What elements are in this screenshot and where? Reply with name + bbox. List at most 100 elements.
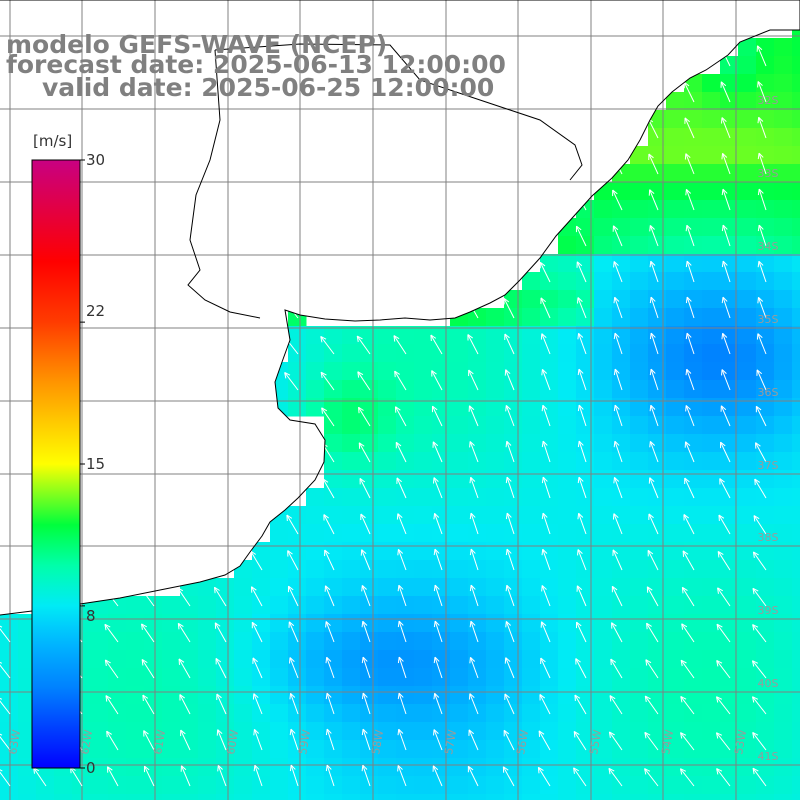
wind-arrow [361, 620, 371, 643]
speed-cell [612, 398, 631, 417]
speed-cell [756, 794, 775, 800]
speed-cell [540, 434, 559, 453]
speed-cell [414, 416, 433, 435]
speed-cell [108, 686, 127, 705]
wind-arrow [358, 406, 371, 427]
speed-cell [792, 254, 800, 273]
speed-cell [162, 740, 181, 759]
speed-cell [486, 488, 505, 507]
speed-cell [360, 398, 379, 417]
speed-cell [594, 614, 613, 633]
speed-cell [594, 650, 613, 669]
speed-cell [594, 722, 613, 741]
wind-arrow [466, 298, 479, 319]
speed-cell [630, 614, 649, 633]
speed-cell [522, 776, 541, 795]
wind-arrow [721, 369, 731, 391]
wind-arrow [541, 440, 551, 463]
speed-cell [738, 668, 757, 687]
speed-cell [270, 776, 289, 795]
speed-cell [666, 614, 685, 633]
speed-cell [738, 218, 757, 237]
speed-cell [630, 740, 649, 759]
speed-cell [576, 722, 595, 741]
speed-cell [558, 614, 577, 633]
wind-arrow [214, 586, 227, 607]
wind-arrow [323, 514, 335, 535]
speed-cell [126, 614, 145, 633]
speed-cell [450, 434, 469, 453]
speed-cell [306, 722, 325, 741]
speed-cell [738, 128, 757, 147]
speed-cell [612, 182, 631, 201]
wind-arrow [216, 729, 227, 751]
speed-cell [774, 506, 793, 525]
speed-cell [0, 758, 19, 777]
wind-arrow [577, 440, 587, 463]
speed-cell [432, 362, 451, 381]
wind-arrow [104, 623, 119, 643]
speed-cell [378, 758, 397, 777]
speed-cell [630, 722, 649, 741]
speed-cell [378, 434, 397, 453]
speed-cell [594, 398, 613, 417]
wind-arrow [649, 225, 659, 247]
wind-arrow [468, 693, 479, 715]
speed-cell [720, 794, 739, 800]
wind-arrow [541, 476, 551, 499]
wind-arrow [359, 477, 371, 499]
speed-cell [162, 758, 181, 777]
speed-cell [558, 236, 577, 255]
speed-cell [612, 542, 631, 561]
speed-cell [522, 524, 541, 543]
speed-cell [792, 524, 800, 543]
wind-arrow [431, 370, 443, 391]
speed-cell [360, 326, 379, 345]
speed-cell [108, 758, 127, 777]
speed-cell [522, 542, 541, 561]
speed-cell [414, 362, 433, 381]
speed-cell [90, 776, 109, 795]
speed-cell [414, 722, 433, 741]
lon-label: 61W [151, 729, 168, 756]
wind-arrow [397, 728, 407, 751]
wind-arrow [540, 297, 551, 319]
speed-cell [162, 686, 181, 705]
wind-arrow [685, 260, 695, 283]
wind-arrow [682, 550, 695, 571]
lat-label: 38S [758, 531, 779, 544]
wind-arrow [105, 695, 119, 715]
speed-cell [594, 308, 613, 327]
speed-cell [306, 632, 325, 651]
wind-arrow [644, 768, 659, 787]
speed-cell [522, 434, 541, 453]
wind-arrow [396, 477, 407, 499]
speed-cell [738, 146, 757, 165]
speed-cell [216, 686, 235, 705]
wind-arrow [106, 766, 119, 787]
wind-arrow [755, 405, 767, 427]
speed-cell [396, 326, 415, 345]
speed-cell [450, 668, 469, 687]
wind-arrow [649, 368, 659, 391]
speed-cell [684, 254, 703, 273]
speed-cell [378, 632, 397, 651]
grid-labels: 32S 33S 34S 35S 36S 37S 38S 39S 40S 41S 63W 62W 61W 6… [6, 94, 778, 763]
speed-cell [486, 614, 505, 633]
wind-arrow [505, 476, 515, 499]
speed-cell [774, 416, 793, 435]
speed-cell [558, 434, 577, 453]
wind-arrow [649, 332, 659, 355]
wind-arrow [577, 332, 587, 355]
wind-arrow [753, 515, 767, 535]
speed-cell [792, 704, 800, 723]
speed-cell [126, 794, 145, 800]
speed-cell [756, 254, 775, 273]
speed-cell [558, 380, 577, 399]
speed-cell [486, 560, 505, 579]
speed-cell [162, 632, 181, 651]
wind-arrow [716, 623, 731, 643]
wind-arrow [141, 623, 155, 643]
speed-cell [702, 74, 721, 93]
